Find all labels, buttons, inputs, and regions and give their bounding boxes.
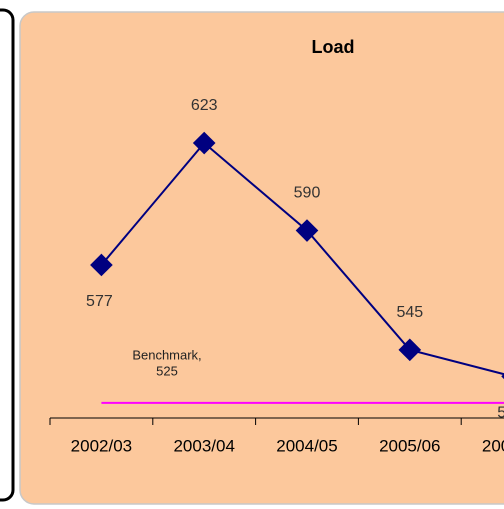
benchmark-label: Benchmark, — [132, 347, 201, 362]
x-tick-label: 2004/05 — [276, 436, 337, 455]
benchmark-value: 525 — [156, 363, 178, 378]
data-point — [90, 253, 113, 277]
chart-title: Load — [312, 37, 355, 57]
x-tick-label: 2005/06 — [379, 436, 440, 455]
x-tick-label: 2006/07 — [482, 436, 504, 455]
data-label: 535 — [497, 405, 504, 422]
chart-panel — [19, 11, 504, 505]
side-panel — [0, 8, 15, 502]
data-point — [398, 338, 422, 362]
data-label: 623 — [191, 97, 218, 114]
x-tick-label: 2002/03 — [71, 436, 132, 455]
data-label: 590 — [294, 185, 321, 202]
x-tick-label: 2003/04 — [173, 436, 234, 455]
data-label: 545 — [396, 304, 423, 321]
data-label: 577 — [86, 293, 113, 310]
